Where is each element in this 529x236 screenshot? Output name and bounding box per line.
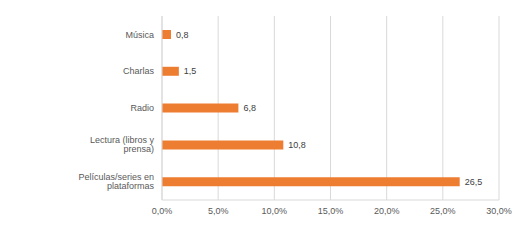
svg-text:Música: Música	[125, 30, 154, 40]
svg-text:26,5: 26,5	[465, 177, 483, 187]
svg-text:Charlas: Charlas	[123, 66, 155, 76]
svg-text:25,0%: 25,0%	[430, 206, 456, 216]
svg-text:Lectura (libros yprensa): Lectura (libros yprensa)	[90, 135, 155, 154]
svg-text:1,5: 1,5	[184, 66, 197, 76]
svg-text:30,0%: 30,0%	[486, 206, 512, 216]
svg-text:Películas/series enplataformas: Películas/series enplataformas	[78, 172, 154, 191]
svg-text:Radio: Radio	[130, 103, 154, 113]
svg-text:5,0%: 5,0%	[208, 206, 229, 216]
svg-text:10,0%: 10,0%	[262, 206, 288, 216]
svg-text:20,0%: 20,0%	[374, 206, 400, 216]
svg-text:0,0%: 0,0%	[152, 206, 173, 216]
svg-text:0,8: 0,8	[176, 30, 189, 40]
svg-text:10,8: 10,8	[288, 140, 306, 150]
svg-text:15,0%: 15,0%	[318, 206, 344, 216]
svg-text:6,8: 6,8	[243, 103, 256, 113]
